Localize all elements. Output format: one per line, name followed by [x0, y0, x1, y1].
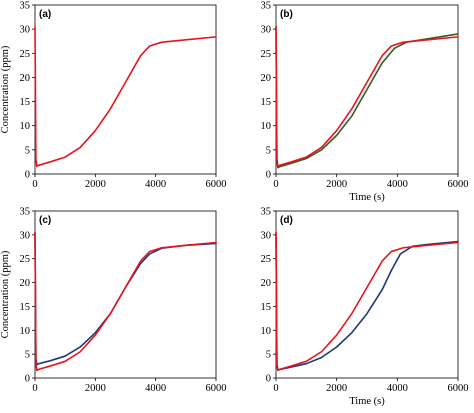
x-tick-label: 4000	[145, 179, 166, 190]
y-tick-label: 15	[20, 302, 31, 313]
y-tick-label: 30	[261, 230, 272, 241]
y-tick-label: 25	[20, 49, 31, 60]
y-tick-label: 25	[20, 254, 31, 265]
x-axis-title: Time (s)	[349, 192, 385, 203]
chart-panel-1: 0 5 10 15 20 25 30 35 0 2000 4000 6000 (a) Concentrat…	[0, 1, 227, 191]
x-tick-label: 6000	[206, 383, 227, 394]
x-tick-label: 2000	[326, 179, 347, 190]
x-tick-label: 0	[273, 383, 278, 394]
y-tick-label: 5	[266, 350, 271, 361]
x-axis-title: Time (s)	[349, 396, 385, 407]
y-tick-label: 0	[266, 374, 271, 385]
y-tick-label: 0	[25, 374, 30, 385]
chart-panel-4: 0 5 10 15 20 25 30 35 0 2000 4000 6000 (d) Time (s)	[261, 207, 469, 408]
y-tick-label: 20	[261, 278, 272, 289]
y-tick-label: 35	[261, 1, 272, 12]
series-line-2	[34, 231, 217, 372]
panel-label: (d)	[280, 215, 293, 226]
panel-label: (c)	[39, 215, 51, 226]
plot-frame	[34, 4, 217, 175]
y-tick-label: 30	[20, 25, 31, 36]
x-tick-label: 6000	[206, 179, 227, 190]
chart-panel-2: 0 5 10 15 20 25 30 35 0 2000 4000 6000 (b) Time (s)	[261, 1, 469, 204]
x-tick-label: 0	[273, 179, 278, 190]
x-tick-label: 2000	[85, 383, 106, 394]
y-tick-label: 0	[266, 170, 271, 181]
y-tick-label: 5	[25, 145, 30, 156]
y-tick-label: 10	[261, 121, 272, 132]
x-tick-label: 0	[32, 179, 37, 190]
x-tick-label: 2000	[326, 383, 347, 394]
y-tick-label: 5	[25, 350, 30, 361]
y-tick-label: 35	[20, 1, 31, 12]
y-tick-label: 35	[20, 207, 31, 218]
y-tick-label: 20	[261, 73, 272, 84]
y-axis-title: Concentration (ppm)	[0, 250, 11, 338]
plot-frame	[275, 210, 459, 379]
x-tick-label: 2000	[85, 179, 106, 190]
y-tick-label: 10	[261, 326, 272, 337]
y-tick-label: 10	[20, 326, 31, 337]
series-line-1	[275, 25, 459, 169]
y-tick-label: 15	[261, 302, 272, 313]
x-tick-label: 0	[32, 383, 37, 394]
y-tick-label: 30	[261, 25, 272, 36]
x-tick-label: 4000	[387, 383, 408, 394]
y-tick-label: 15	[20, 97, 31, 108]
series-line-2	[275, 25, 459, 168]
y-tick-label: 5	[266, 145, 271, 156]
series-line-1	[34, 231, 217, 366]
y-tick-label: 20	[20, 73, 31, 84]
panel-label: (b)	[280, 9, 293, 20]
panel-label: (a)	[39, 9, 51, 20]
y-tick-label: 20	[20, 278, 31, 289]
y-tick-label: 15	[261, 97, 272, 108]
series-line-1	[34, 25, 217, 168]
x-tick-label: 4000	[387, 179, 408, 190]
y-tick-label: 0	[25, 170, 30, 181]
x-tick-label: 6000	[448, 383, 469, 394]
chart-panel-3: 0 5 10 15 20 25 30 35 0 2000 4000 6000 (c) Concentrat…	[0, 207, 227, 395]
x-tick-label: 4000	[145, 383, 166, 394]
y-tick-label: 10	[20, 121, 31, 132]
y-tick-label: 25	[261, 49, 272, 60]
y-tick-label: 25	[261, 254, 272, 265]
y-tick-label: 30	[20, 230, 31, 241]
y-axis-title: Concentration (ppm)	[0, 45, 11, 133]
series-line-2	[275, 231, 459, 372]
y-tick-label: 35	[261, 207, 272, 218]
plot-frame	[34, 210, 217, 379]
x-tick-label: 6000	[448, 179, 469, 190]
